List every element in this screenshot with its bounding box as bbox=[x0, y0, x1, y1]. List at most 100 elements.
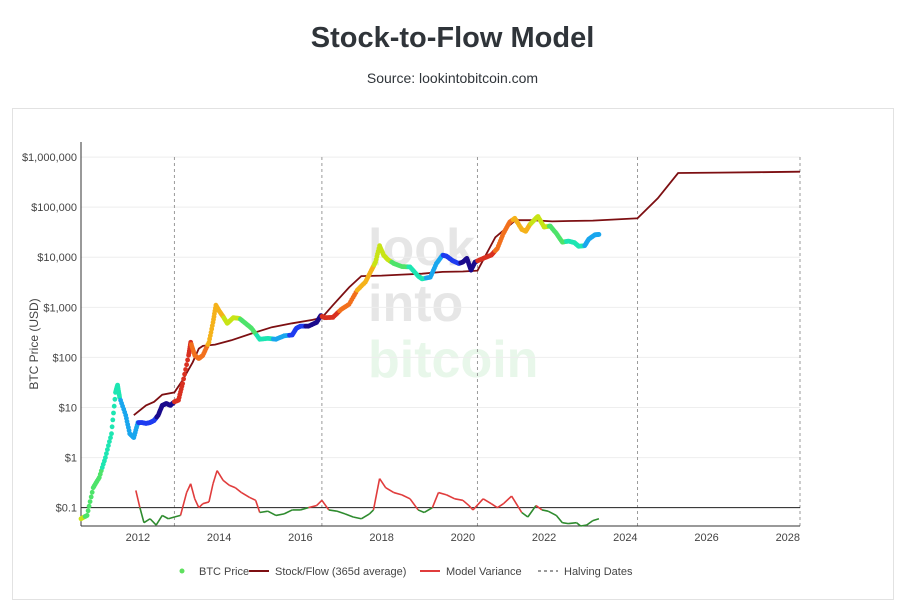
model-variance-segment bbox=[372, 478, 381, 511]
btc-price-point bbox=[184, 362, 190, 368]
chart-title: Stock-to-Flow Model bbox=[310, 22, 595, 54]
model-variance-segment bbox=[179, 492, 188, 516]
model-variance-segment bbox=[254, 500, 261, 513]
btc-price-point bbox=[104, 451, 109, 456]
y-tick-label: $10,000 bbox=[37, 252, 77, 264]
watermark-into: into bbox=[368, 275, 463, 333]
model-variance-segment bbox=[316, 499, 323, 507]
btc-price-point bbox=[182, 371, 188, 377]
model-variance-segment bbox=[336, 510, 346, 515]
model-variance-segment bbox=[417, 509, 425, 514]
btc-price-point bbox=[596, 232, 602, 237]
btc-price-point bbox=[86, 503, 92, 509]
model-variance-segment bbox=[352, 516, 362, 520]
btc-price-point bbox=[103, 455, 108, 460]
btc-price-point bbox=[111, 410, 116, 416]
model-variance-segment bbox=[490, 503, 498, 509]
model-variance-segment bbox=[368, 509, 375, 515]
legend-btc-price: BTC Price bbox=[179, 566, 249, 578]
legend-halving-dates: Halving Dates bbox=[538, 566, 633, 578]
legend-label: Model Variance bbox=[446, 566, 522, 578]
y-tick-label: $1 bbox=[65, 453, 77, 465]
model-variance-segment bbox=[161, 514, 169, 520]
model-variance-segment bbox=[482, 498, 492, 505]
x-tick-label: 2024 bbox=[613, 532, 637, 544]
model-variance-segment bbox=[321, 499, 330, 511]
model-variance-segment bbox=[216, 470, 224, 481]
legend-stock-flow: Stock/Flow (365d average) bbox=[249, 566, 406, 578]
model-variance-segment bbox=[547, 510, 557, 517]
model-variance-segment bbox=[510, 495, 523, 513]
watermark-bitcoin: bitcoin bbox=[368, 331, 538, 389]
model-variance-segment bbox=[143, 518, 151, 524]
x-tick-label: 2018 bbox=[369, 532, 393, 544]
btc-price-point bbox=[109, 424, 115, 430]
btc-price-point bbox=[88, 494, 94, 500]
btc-price-point bbox=[84, 513, 90, 518]
model-variance-segment bbox=[194, 498, 200, 508]
legend-model-variance: Model Variance bbox=[420, 566, 522, 578]
model-variance-segment bbox=[393, 491, 403, 496]
model-variance-segment bbox=[344, 513, 354, 518]
model-variance-segment bbox=[212, 470, 218, 484]
model-variance-segment bbox=[222, 479, 230, 486]
model-variance-segment bbox=[149, 518, 157, 526]
stock-flow-line bbox=[133, 170, 801, 416]
model-variance-segment bbox=[267, 510, 277, 517]
model-variance-segment bbox=[446, 494, 456, 500]
legend-label: Stock/Flow (365d average) bbox=[275, 566, 406, 578]
axes: $1,000,000 $100,000 $10,000 $1,000 $100 $10 $1… bbox=[22, 142, 800, 544]
model-variance-segment bbox=[385, 487, 395, 494]
model-variance-segment bbox=[189, 483, 196, 500]
x-tick-label: 2026 bbox=[694, 532, 718, 544]
model-variance-segment bbox=[555, 514, 563, 524]
legend: BTC Price Stock/Flow (365d average) Model … bbox=[179, 566, 633, 578]
x-tick-label: 2014 bbox=[207, 532, 231, 544]
model-variance-segment bbox=[198, 503, 204, 509]
stock-to-flow-chart: look into bitcoin $1,000,000 $100,000 $10,… bbox=[22, 142, 801, 578]
btc-price-point bbox=[87, 499, 93, 504]
model-variance-segment bbox=[135, 490, 141, 508]
model-variance-segment bbox=[472, 498, 484, 511]
model-variance-segment bbox=[592, 517, 600, 522]
model-variance-segment bbox=[586, 519, 594, 526]
btc-price-point bbox=[106, 443, 111, 448]
model-variance-segment bbox=[454, 498, 463, 502]
model-variance-segment bbox=[241, 491, 250, 499]
model-variance-segment bbox=[568, 521, 577, 525]
model-variance-segment bbox=[378, 478, 387, 489]
chart-container: look into bitcoin $1,000,000 $100,000 $10,… bbox=[12, 108, 894, 600]
btc-price-point bbox=[105, 447, 110, 452]
btc-price-point bbox=[185, 357, 191, 363]
model-variance-segment bbox=[360, 513, 370, 520]
model-variance-segment bbox=[283, 509, 293, 515]
model-variance-segment bbox=[576, 522, 582, 527]
model-variance-segment bbox=[468, 505, 474, 511]
model-variance-segment bbox=[139, 507, 145, 523]
model-variance-segment bbox=[185, 483, 192, 493]
btc-price-point bbox=[108, 435, 113, 441]
model-variance-segment bbox=[535, 504, 543, 511]
model-variance-segment bbox=[328, 509, 338, 512]
legend-label: Halving Dates bbox=[564, 566, 633, 578]
model-variance-segment bbox=[580, 524, 587, 527]
model-variance-segment bbox=[155, 514, 163, 526]
series-layer bbox=[78, 170, 801, 527]
y-tick-label: $1,000 bbox=[43, 302, 77, 314]
model-variance-segment bbox=[438, 491, 447, 496]
model-variance-segment bbox=[431, 492, 440, 508]
x-tick-label: 2020 bbox=[451, 532, 475, 544]
model-variance-segment bbox=[527, 505, 537, 518]
btc-price-point bbox=[110, 417, 116, 423]
legend-symbol bbox=[179, 568, 185, 574]
watermark: look into bitcoin bbox=[368, 219, 538, 389]
y-tick-label: $10 bbox=[59, 402, 77, 414]
btc-price-point bbox=[111, 403, 117, 409]
y-tick-label: $100,000 bbox=[31, 202, 77, 214]
model-variance-segment bbox=[275, 513, 285, 517]
model-variance-segment bbox=[228, 484, 236, 489]
x-tick-label: 2022 bbox=[532, 532, 556, 544]
legend-label: BTC Price bbox=[199, 566, 249, 578]
model-variance-segment bbox=[174, 514, 181, 518]
y-tick-label: $0.1 bbox=[56, 503, 77, 515]
